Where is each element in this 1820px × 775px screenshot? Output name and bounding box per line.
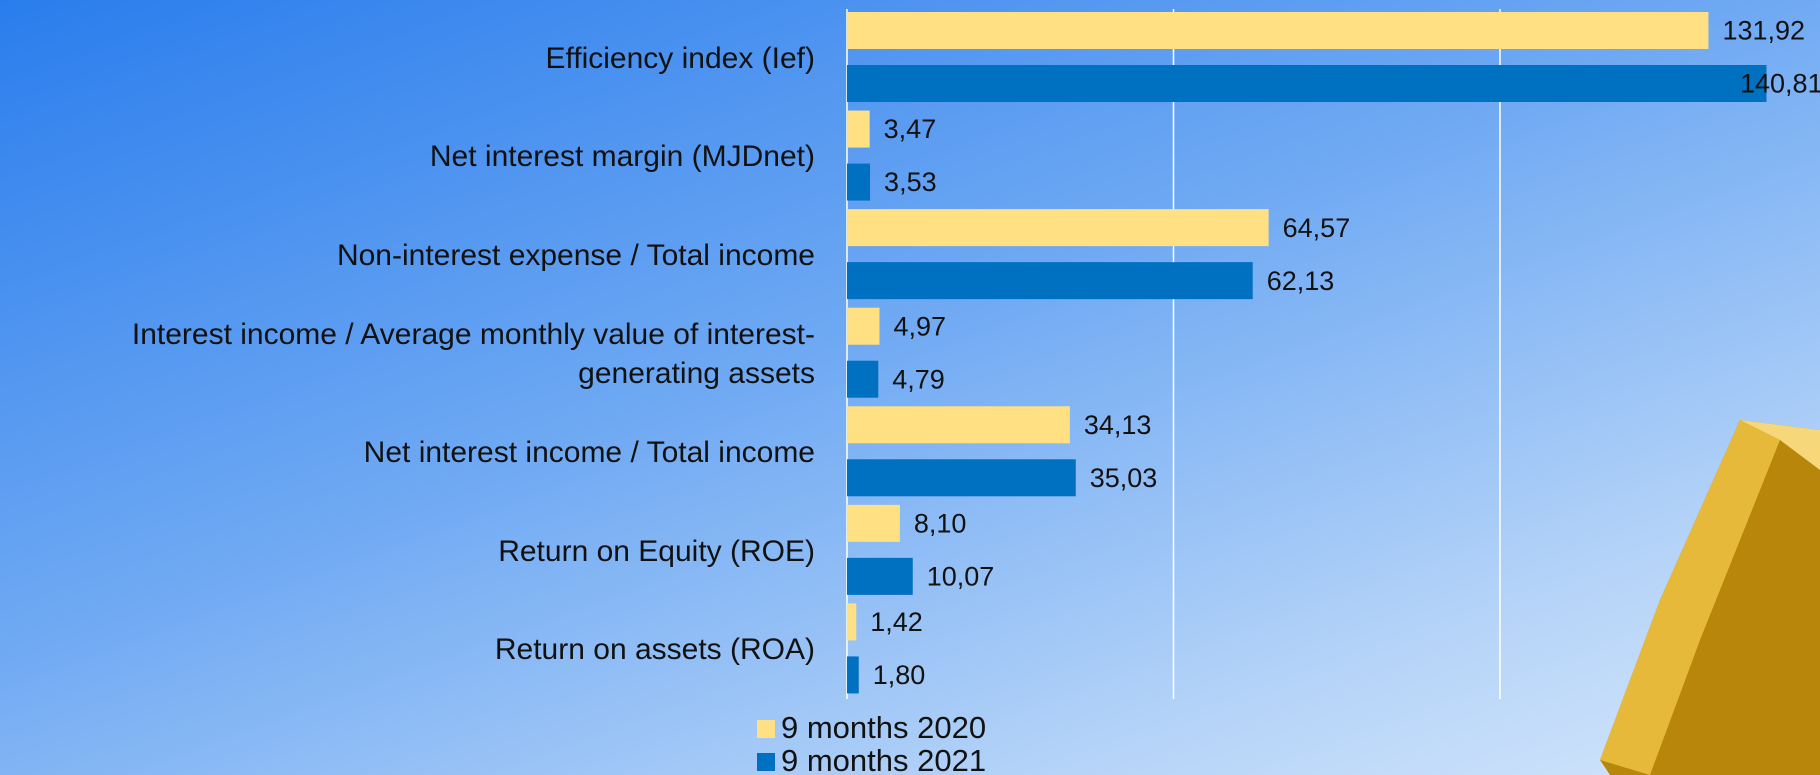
bar <box>847 603 856 640</box>
value-label: 8,10 <box>914 508 967 538</box>
value-label: 140,81 <box>1740 69 1820 99</box>
value-label: 3,53 <box>884 167 937 197</box>
legend-swatch <box>757 720 775 738</box>
legend-swatch <box>757 753 775 771</box>
value-label: 3,47 <box>884 114 937 144</box>
category-label-box: Return on assets (ROA) <box>10 600 815 699</box>
category-label: Non-interest expense / Total income <box>10 206 815 305</box>
bar <box>847 12 1708 49</box>
page: Efficiency index (Ief) 131,92 140,81 Net in… <box>0 0 1820 775</box>
bar <box>847 656 859 693</box>
category-label-box: Net interest margin (MJDnet) <box>10 108 815 207</box>
category-label-box: Return on Equity (ROE) <box>10 502 815 601</box>
value-label: 10,07 <box>927 561 995 591</box>
category-label-box: Efficiency index (Ief) <box>10 9 815 108</box>
category-label: Efficiency index (Ief) <box>10 9 815 108</box>
category-label-box: Non-interest expense / Total income <box>10 206 815 305</box>
value-label: 34,13 <box>1084 410 1152 440</box>
value-label: 4,79 <box>892 364 945 394</box>
category-label: Return on assets (ROA) <box>10 600 815 699</box>
value-label: 4,97 <box>893 311 946 341</box>
gold-bar <box>1600 420 1820 775</box>
legend-label: 9 months 2021 <box>781 743 986 775</box>
legend-label: 9 months 2020 <box>781 710 986 745</box>
value-label: 1,80 <box>873 660 926 690</box>
bar <box>847 111 870 148</box>
value-label: 131,92 <box>1722 16 1805 46</box>
bar <box>847 361 878 398</box>
category-label: Interest income / Average monthly value … <box>10 305 815 404</box>
bar <box>847 558 913 595</box>
chart: Efficiency index (Ief) 131,92 140,81 Net in… <box>0 0 1820 775</box>
category-label-box: Net interest income / Total income <box>10 403 815 502</box>
bar <box>847 209 1269 246</box>
bar <box>847 262 1253 299</box>
value-label: 62,13 <box>1267 266 1335 296</box>
bar <box>847 164 870 201</box>
category-label: Net interest income / Total income <box>10 403 815 502</box>
category-label-box: Interest income / Average monthly value … <box>10 305 815 404</box>
category-label: Return on Equity (ROE) <box>10 502 815 601</box>
value-label: 35,03 <box>1090 463 1158 493</box>
value-label: 64,57 <box>1283 213 1351 243</box>
bar <box>847 308 879 345</box>
bar <box>847 65 1766 102</box>
bar <box>847 505 900 542</box>
bar <box>847 459 1076 496</box>
category-label: Net interest margin (MJDnet) <box>10 108 815 207</box>
value-label: 1,42 <box>870 607 923 637</box>
bar <box>847 406 1070 443</box>
